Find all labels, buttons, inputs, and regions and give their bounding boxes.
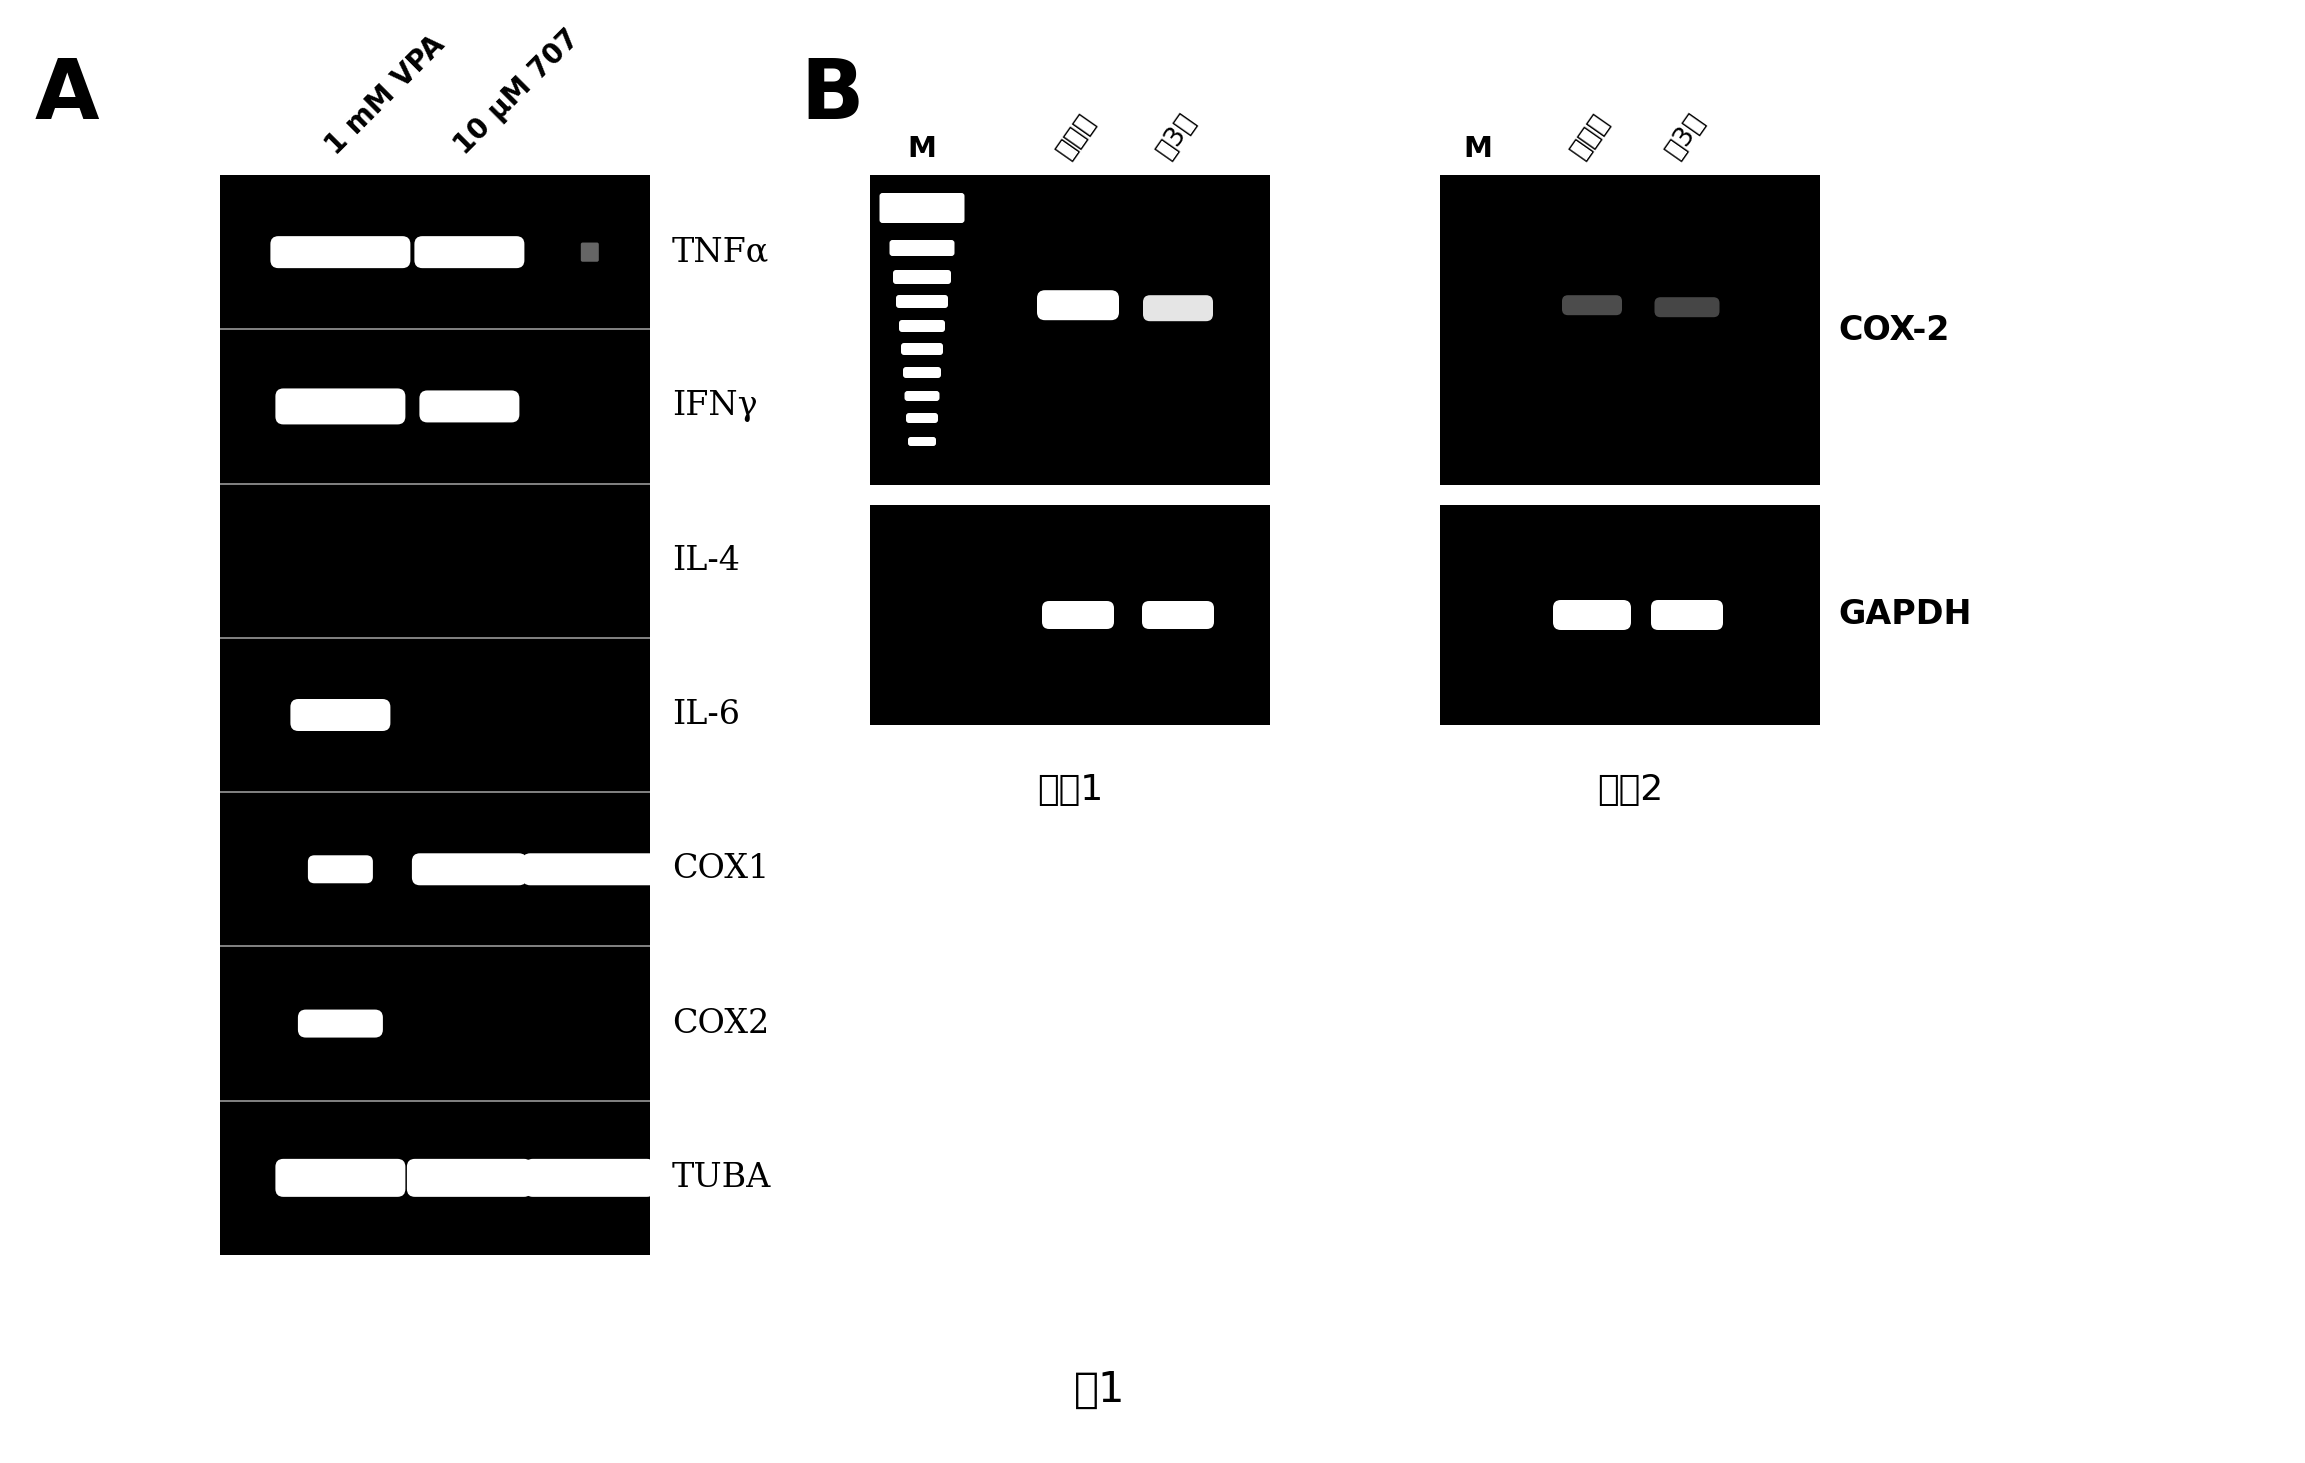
Text: TNFα: TNFα (673, 236, 770, 268)
Text: TUBA: TUBA (673, 1162, 772, 1194)
Bar (219, 176, 650, 1255)
FancyBboxPatch shape (523, 853, 657, 885)
Text: 10 μM 707: 10 μM 707 (449, 25, 585, 159)
Bar (1441, 176, 1821, 486)
FancyBboxPatch shape (297, 1009, 383, 1037)
Text: M: M (1464, 135, 1494, 162)
FancyBboxPatch shape (901, 342, 943, 356)
Bar (1441, 505, 1821, 726)
FancyBboxPatch shape (899, 320, 945, 332)
Text: COX-2: COX-2 (1837, 313, 1950, 347)
FancyBboxPatch shape (290, 699, 390, 732)
FancyBboxPatch shape (906, 413, 938, 423)
FancyBboxPatch shape (1650, 600, 1724, 631)
Text: 第3天: 第3天 (1152, 108, 1201, 162)
Text: 患者2: 患者2 (1597, 772, 1664, 808)
Text: 处理前: 处理前 (1051, 110, 1099, 162)
FancyBboxPatch shape (890, 240, 954, 256)
FancyBboxPatch shape (415, 236, 526, 268)
FancyBboxPatch shape (408, 1159, 532, 1197)
Text: IFNγ: IFNγ (673, 391, 758, 423)
FancyBboxPatch shape (1143, 296, 1212, 322)
Text: 1 mM VPA: 1 mM VPA (320, 31, 449, 159)
Bar (869, 505, 1270, 726)
FancyBboxPatch shape (274, 1159, 406, 1197)
FancyBboxPatch shape (1563, 296, 1623, 315)
Text: COX1: COX1 (673, 853, 770, 885)
Text: IL-4: IL-4 (673, 544, 740, 576)
FancyBboxPatch shape (908, 437, 936, 446)
FancyBboxPatch shape (270, 236, 410, 268)
Text: COX2: COX2 (673, 1008, 770, 1040)
Text: 第3天: 第3天 (1660, 108, 1710, 162)
Text: A: A (35, 56, 99, 136)
FancyBboxPatch shape (1655, 297, 1720, 317)
Text: IL-6: IL-6 (673, 699, 740, 732)
Text: M: M (908, 135, 936, 162)
FancyBboxPatch shape (420, 391, 519, 423)
FancyBboxPatch shape (1042, 601, 1113, 629)
FancyBboxPatch shape (881, 193, 963, 222)
Text: 图1: 图1 (1074, 1369, 1125, 1410)
FancyBboxPatch shape (274, 389, 406, 424)
Bar (869, 176, 1270, 486)
FancyBboxPatch shape (904, 391, 940, 401)
FancyBboxPatch shape (526, 1159, 655, 1197)
Text: B: B (800, 56, 864, 136)
FancyBboxPatch shape (413, 853, 528, 885)
FancyBboxPatch shape (309, 856, 373, 884)
FancyBboxPatch shape (1141, 601, 1215, 629)
FancyBboxPatch shape (892, 271, 952, 284)
FancyBboxPatch shape (897, 296, 947, 309)
FancyBboxPatch shape (1037, 290, 1118, 320)
Text: GAPDH: GAPDH (1837, 598, 1971, 632)
Text: 患者1: 患者1 (1037, 772, 1104, 808)
FancyBboxPatch shape (581, 243, 599, 262)
FancyBboxPatch shape (904, 367, 940, 377)
FancyBboxPatch shape (1554, 600, 1632, 631)
Text: 处理前: 处理前 (1565, 110, 1613, 162)
